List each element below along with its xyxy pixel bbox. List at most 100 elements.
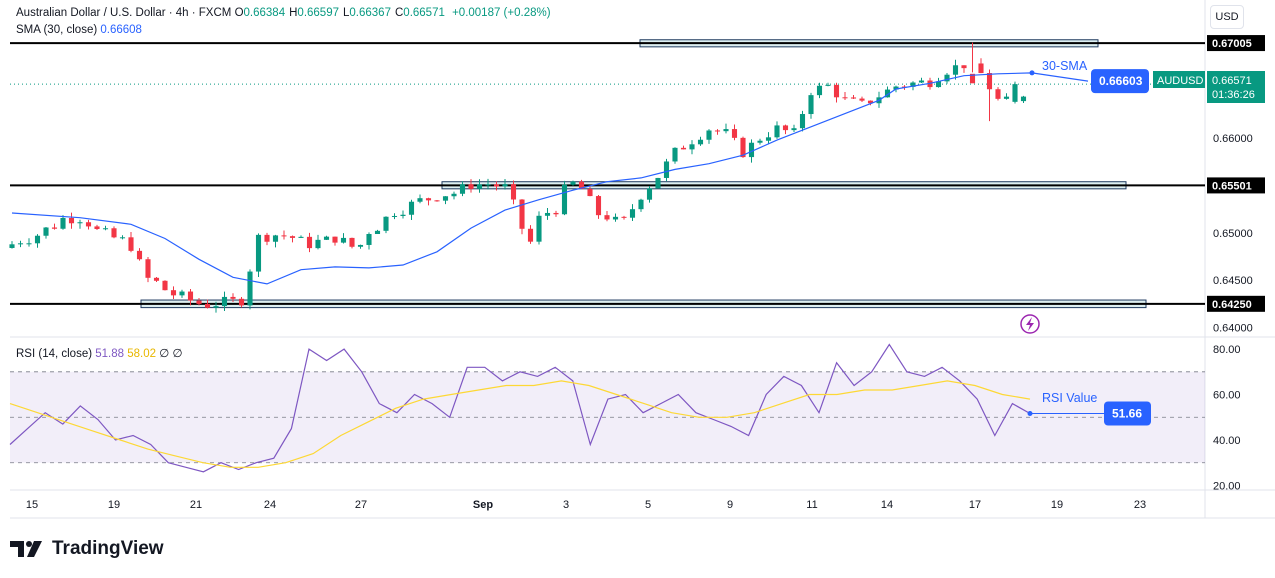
candle-body	[349, 237, 355, 247]
candle-body	[476, 184, 483, 189]
candle-body	[1003, 96, 1010, 99]
time-axis-tick: 24	[264, 499, 276, 511]
rsi-ma-value: 58.02	[127, 348, 157, 360]
candle-body	[621, 216, 627, 218]
candle-body	[196, 300, 202, 304]
rsi-value-tag-text: 51.66	[1112, 407, 1142, 421]
candle-body	[850, 97, 857, 99]
ohlc-legend: Australian Dollar / U.S. Dollar · 4h · F…	[16, 7, 551, 19]
candle-body	[612, 216, 619, 220]
rsi-value: 51.88	[95, 348, 125, 360]
candle-body	[111, 228, 117, 238]
candle-body	[213, 306, 219, 308]
candle-body	[170, 290, 177, 296]
candle-body	[867, 100, 874, 104]
tradingview-logo: TradingView	[10, 538, 164, 560]
ohlc-key: C	[394, 7, 404, 19]
candle-body	[366, 234, 372, 245]
price-axis-tick: 0.64000	[1213, 322, 1253, 334]
candle-body	[765, 137, 772, 141]
candle-body	[978, 63, 984, 74]
candle-body	[799, 114, 806, 129]
rsi-axis-tick: 80.00	[1213, 344, 1241, 356]
candle-body	[289, 236, 296, 238]
level-price-text: 0.65501	[1212, 180, 1252, 192]
symbol-label-name: AUDUSD	[1157, 75, 1204, 87]
candle-body	[859, 98, 865, 101]
candle-body	[842, 97, 848, 99]
candle-body	[748, 142, 755, 158]
time-axis-tick: 27	[355, 499, 367, 511]
candle-body	[689, 144, 695, 150]
rsi-option-icon[interactable]: ∅	[159, 348, 170, 360]
candle-body	[536, 215, 542, 242]
candle-body	[485, 184, 491, 186]
candle-body	[944, 74, 950, 82]
candle-body	[502, 184, 508, 187]
candle-body	[935, 81, 942, 88]
candle-body	[204, 303, 211, 308]
candle-body	[808, 95, 814, 115]
ohlc-value: 0.66597	[297, 7, 339, 19]
candle-body	[425, 198, 432, 201]
candle-body	[706, 130, 712, 140]
candle-body	[281, 235, 287, 237]
sma-line	[11, 72, 1089, 285]
time-axis-tick: 9	[727, 499, 733, 511]
candle-body	[782, 125, 789, 131]
level-price-text: 0.64250	[1212, 299, 1252, 311]
candle-body	[527, 228, 534, 242]
candle-body	[714, 130, 721, 132]
candle-body	[833, 84, 840, 98]
lightning-icon-ring	[1020, 314, 1040, 334]
candle-body	[153, 277, 160, 281]
candle-body	[102, 228, 109, 230]
candle-body	[306, 236, 313, 249]
candle-body	[825, 84, 831, 86]
candle-body	[68, 217, 75, 224]
candle-body	[629, 209, 636, 218]
time-axis-tick: Sep	[473, 499, 493, 511]
candle-body	[493, 184, 500, 187]
time-axis-tick: 14	[881, 499, 893, 511]
candle-body	[918, 80, 925, 83]
candle-body	[995, 89, 1001, 99]
rsi-axis-tick: 60.00	[1213, 390, 1241, 402]
candle-body	[697, 139, 704, 145]
sma-endpoint	[1029, 70, 1035, 76]
rsi-option-icon[interactable]: ∅	[172, 348, 183, 360]
chart-background	[0, 0, 1275, 520]
ohlc-value: 0.66571	[403, 7, 445, 19]
candle-body	[663, 161, 670, 178]
candle-body	[544, 212, 551, 216]
candle-body	[519, 199, 525, 229]
symbol-label-countdown: 01:36:26	[1212, 89, 1255, 101]
level-price-label	[1207, 177, 1265, 194]
candle-body	[187, 291, 194, 301]
candle-body	[383, 216, 389, 231]
candle-body	[179, 291, 185, 296]
candle-body	[400, 214, 406, 216]
ohlc-key: O	[234, 7, 244, 19]
sma-legend: SMA (30, close) 0.66608	[16, 24, 142, 36]
ohlc-key: L	[343, 7, 350, 19]
time-axis-tick: 5	[645, 499, 651, 511]
candle-body	[553, 212, 559, 215]
candle-body	[374, 230, 381, 235]
candle-body	[298, 236, 304, 238]
price-axis-tick: 0.66000	[1213, 133, 1253, 145]
price-axis-tick: 0.64500	[1213, 275, 1253, 287]
candle-body	[578, 181, 585, 189]
ohlc-value: 0.66367	[349, 7, 391, 19]
candle-body	[51, 227, 58, 229]
candle-body	[638, 199, 644, 210]
currency-button[interactable]: USD	[1210, 5, 1244, 29]
rsi-legend: RSI (14, close) 51.88 58.02 ∅ ∅	[16, 346, 183, 360]
candle-body	[60, 217, 66, 229]
candle-body	[119, 237, 126, 239]
candle-body	[247, 271, 253, 306]
time-axis-tick: 11	[806, 499, 817, 511]
candle-body	[34, 235, 41, 244]
rsi-line	[9, 343, 1031, 473]
